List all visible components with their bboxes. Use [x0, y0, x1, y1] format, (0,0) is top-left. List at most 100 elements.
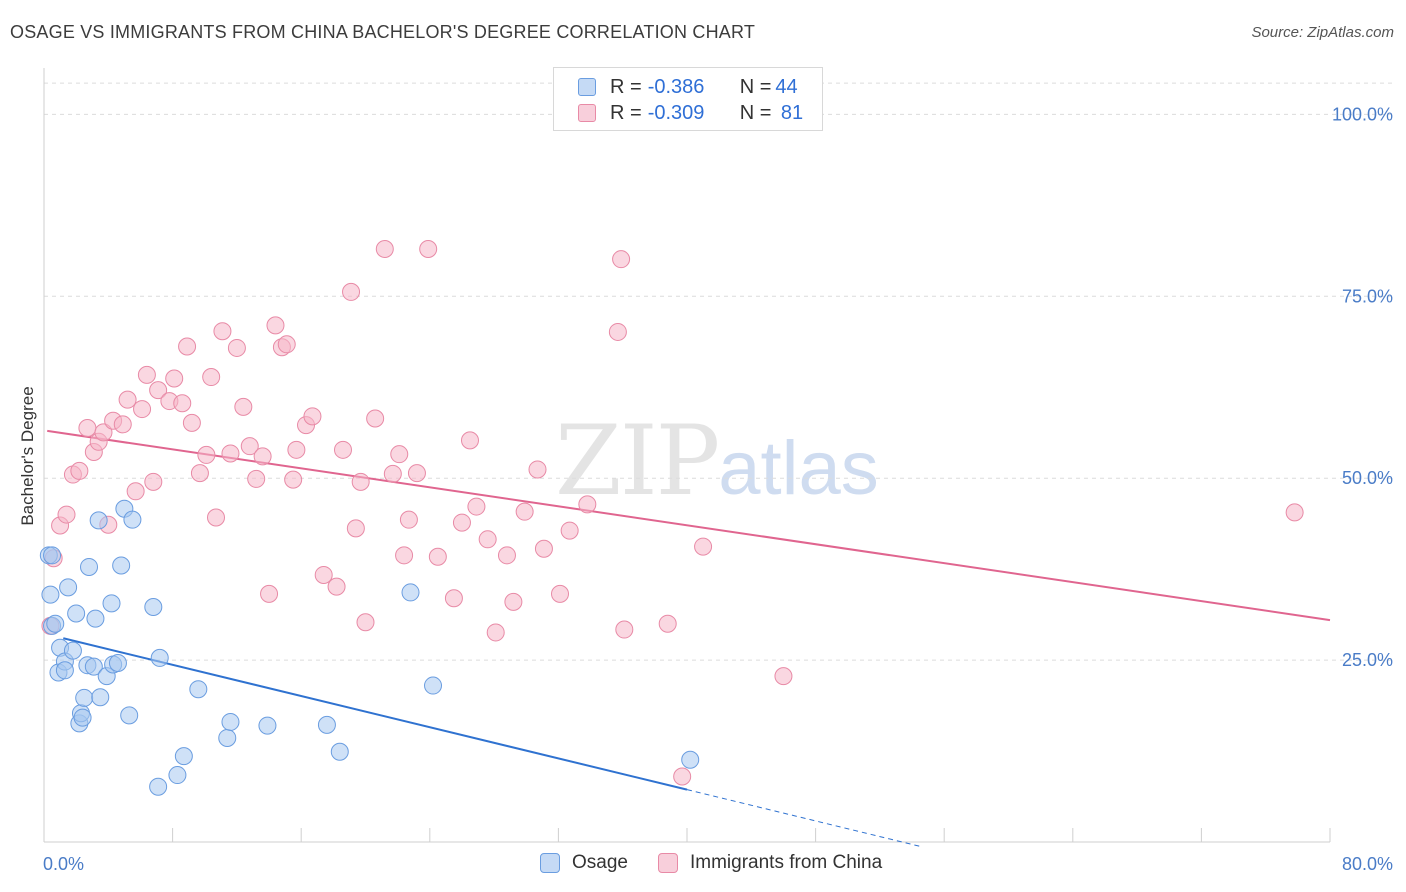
china-point [149, 381, 168, 400]
legend-row-osage: R = -0.386 N = 44 [578, 74, 798, 100]
osage-legend-label: Osage [572, 852, 628, 873]
china-point [356, 613, 375, 632]
osage-point [91, 688, 110, 707]
osage-point [80, 557, 99, 576]
china-point [165, 369, 184, 388]
china-point [287, 440, 306, 459]
y-tick-label: 50.0% [1342, 468, 1393, 488]
china-point [1285, 503, 1304, 522]
source-label: Source: ZipAtlas.com [1251, 24, 1394, 41]
china-point [478, 530, 497, 549]
osage-point [73, 708, 92, 727]
osage-point [89, 511, 108, 530]
china-point [528, 460, 547, 479]
china-point [346, 519, 365, 538]
china-point [578, 495, 597, 514]
china-point [178, 337, 197, 356]
r-label: R = [610, 101, 642, 124]
china-point [342, 282, 361, 301]
osage-point [67, 604, 86, 623]
china-point [399, 510, 418, 529]
china-point [774, 667, 793, 686]
china-point [460, 431, 479, 450]
osage-point [55, 661, 74, 680]
china-point [197, 445, 216, 464]
osage-point [401, 583, 420, 602]
legend-row-china: R = -0.309 N = 81 [578, 100, 803, 126]
osage-point [149, 777, 168, 796]
osage-point [189, 680, 208, 699]
china-point [407, 464, 426, 483]
osage-swatch [578, 78, 596, 96]
osage-point [168, 766, 187, 785]
china-point [190, 464, 209, 483]
legend-item-china[interactable]: Immigrants from China [657, 852, 882, 874]
y-tick-label: 75.0% [1342, 286, 1393, 306]
osage-point [41, 585, 60, 604]
osage-point [150, 648, 169, 667]
china-point [694, 537, 713, 556]
china-point [452, 513, 471, 532]
china-point [497, 546, 516, 565]
osage-point [84, 657, 103, 676]
y-axis-ticks: 25.0% 50.0% 75.0% 100.0% [1332, 104, 1393, 670]
china-point [137, 365, 156, 384]
n-label: N = [739, 75, 772, 98]
china-point [351, 472, 370, 491]
china-point [284, 470, 303, 489]
china-swatch [578, 104, 596, 122]
legend-item-osage[interactable]: Osage [540, 852, 628, 874]
osage-point [120, 706, 139, 725]
osage-point [86, 609, 105, 628]
osage-point [317, 715, 336, 734]
osage-point [75, 688, 94, 707]
n-value: 81 [775, 101, 804, 124]
osage-legend-swatch [540, 853, 560, 873]
chart-title: OSAGE VS IMMIGRANTS FROM CHINA BACHELOR'… [10, 22, 756, 42]
china-point [70, 461, 89, 480]
n-label: N = [739, 101, 772, 124]
series-legend: Osage Immigrants from China [540, 852, 912, 874]
china-point [428, 547, 447, 566]
y-axis-label: Bachelor's Degree [18, 386, 37, 525]
china-point [182, 413, 201, 432]
r-label: R = [610, 75, 642, 98]
y-tick-label: 25.0% [1342, 650, 1393, 670]
china-point [57, 505, 76, 524]
osage-point [681, 750, 700, 769]
osage-point [63, 641, 82, 660]
r-value: -0.309 [647, 101, 705, 124]
china-point [221, 444, 240, 463]
china-point [486, 623, 505, 642]
trend-line-china [47, 429, 1331, 622]
china-point [673, 767, 692, 786]
china-point [303, 407, 322, 426]
china-point [78, 418, 97, 437]
china-point [658, 614, 677, 633]
china-point [390, 445, 409, 464]
china-point [113, 415, 132, 434]
china-point [173, 394, 192, 413]
china-point [247, 469, 266, 488]
china-point [207, 508, 226, 527]
data-points [39, 239, 1304, 796]
osage-point [123, 510, 142, 529]
china-point [94, 423, 113, 442]
china-point [375, 239, 394, 258]
china-point [327, 577, 346, 596]
n-value: 44 [775, 75, 798, 98]
trend-lines [47, 429, 1331, 847]
osage-point [424, 676, 443, 695]
osage-point [102, 594, 121, 613]
osage-point [330, 742, 349, 761]
osage-point [108, 654, 127, 673]
china-point [551, 584, 570, 603]
china-point [126, 482, 145, 501]
china-point [383, 464, 402, 483]
osage-point [144, 597, 163, 616]
china-point [608, 322, 627, 341]
china-point [333, 440, 352, 459]
china-point [240, 437, 259, 456]
china-point [612, 250, 631, 269]
china-point [234, 397, 253, 416]
